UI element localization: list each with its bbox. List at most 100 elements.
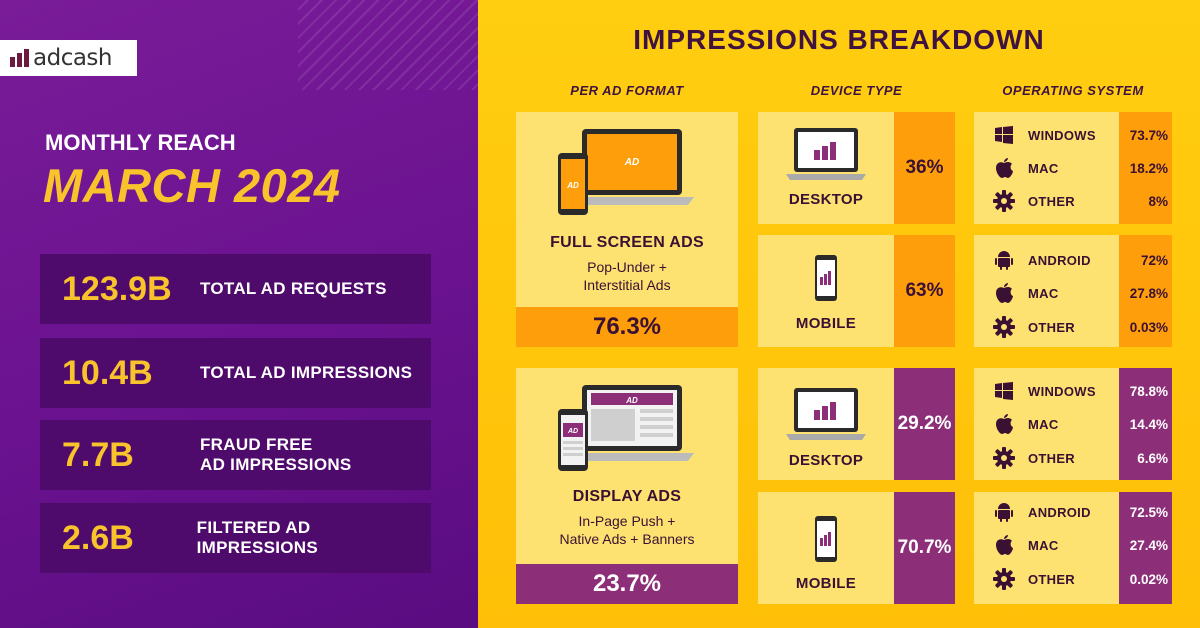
gear-icon bbox=[990, 190, 1018, 212]
reach-label: MONTHLY REACH bbox=[45, 130, 236, 155]
screen-ad-label: AD bbox=[625, 396, 638, 405]
stat-label: FILTERED AD IMPRESSIONS bbox=[196, 518, 319, 557]
apple-icon bbox=[990, 282, 1018, 304]
os-name: OTHER bbox=[1028, 319, 1075, 335]
os-accent-bar bbox=[1119, 368, 1172, 480]
os-name: OTHER bbox=[1028, 193, 1075, 209]
os-card-mobile-fullscreen: ANDROID 72% MAC 27.8% OTHER 0.03% bbox=[974, 235, 1172, 347]
col-head-device: DEVICE TYPE bbox=[810, 83, 903, 98]
phone-ad-label: AD bbox=[566, 181, 579, 190]
decorative-stripes bbox=[298, 0, 478, 90]
format-subtitle: Pop-Under + Interstitial Ads bbox=[583, 259, 671, 293]
os-percentage: 27.4% bbox=[1129, 537, 1168, 553]
os-row-mac: MAC 27.4% bbox=[974, 532, 1172, 558]
os-percentage: 18.2% bbox=[1129, 160, 1168, 176]
os-name: MAC bbox=[1028, 537, 1059, 553]
device-name: MOBILE bbox=[795, 575, 857, 592]
os-percentage: 27.8% bbox=[1129, 285, 1168, 301]
adcash-logo: adcash bbox=[0, 40, 137, 76]
breakdown-title: IMPRESSIONS BREAKDOWN bbox=[633, 24, 1045, 55]
os-row-mac: MAC 18.2% bbox=[974, 155, 1172, 181]
summary-panel: adcash MONTHLY REACH MARCH 2024 123.9B T… bbox=[0, 0, 478, 628]
os-card-desktop-fullscreen: WINDOWS 73.7% MAC 18.2% OTHER 8% bbox=[974, 112, 1172, 224]
os-percentage: 78.8% bbox=[1129, 383, 1168, 399]
apple-icon bbox=[990, 534, 1018, 556]
os-accent-bar bbox=[1119, 235, 1172, 347]
device-name: MOBILE bbox=[795, 315, 857, 332]
os-row-android: ANDROID 72.5% bbox=[974, 499, 1172, 525]
device-percentage: 36% bbox=[894, 112, 955, 224]
format-card-display: AD AD DISPLAY ADS In-Page Push + Native … bbox=[516, 368, 738, 604]
device-name: DESKTOP bbox=[788, 452, 864, 469]
stat-total-ad-impressions: 10.4B TOTAL AD IMPRESSIONS bbox=[40, 338, 431, 408]
os-row-other: OTHER 8% bbox=[974, 188, 1172, 214]
os-name: ANDROID bbox=[1028, 504, 1091, 520]
os-row-android: ANDROID 72% bbox=[974, 247, 1172, 273]
laptop-phone-display-icon: AD AD bbox=[558, 385, 694, 471]
laptop-phone-fullscreen-icon: AD AD bbox=[558, 129, 694, 215]
os-row-windows: WINDOWS 73.7% bbox=[974, 122, 1172, 148]
device-card-mobile: MOBILE 63% bbox=[758, 235, 955, 347]
format-name: DISPLAY ADS bbox=[572, 488, 682, 505]
stat-value: 2.6B bbox=[62, 518, 134, 557]
os-name: MAC bbox=[1028, 160, 1059, 176]
os-percentage: 73.7% bbox=[1129, 127, 1168, 143]
gear-icon bbox=[990, 316, 1018, 338]
apple-icon bbox=[990, 157, 1018, 179]
stat-label: TOTAL AD IMPRESSIONS bbox=[200, 363, 413, 382]
os-name: ANDROID bbox=[1028, 252, 1091, 268]
os-percentage: 6.6% bbox=[1137, 450, 1168, 466]
device-card-desktop: DESKTOP 36% bbox=[758, 112, 955, 224]
stat-value: 123.9B bbox=[62, 269, 172, 308]
windows-icon bbox=[990, 380, 1018, 402]
laptop-icon bbox=[786, 388, 866, 440]
stat-label: FRAUD FREE AD IMPRESSIONS bbox=[200, 435, 352, 474]
stat-filtered-impressions: 2.6B FILTERED AD IMPRESSIONS bbox=[40, 503, 431, 573]
stat-total-ad-requests: 123.9B TOTAL AD REQUESTS bbox=[40, 254, 431, 324]
format-percentage: 23.7% bbox=[516, 564, 738, 604]
screen-ad-label: AD bbox=[624, 157, 639, 168]
stat-fraud-free-impressions: 7.7B FRAUD FREE AD IMPRESSIONS bbox=[40, 420, 431, 490]
device-card-mobile: MOBILE 70.7% bbox=[758, 492, 955, 604]
os-percentage: 72% bbox=[1140, 252, 1168, 268]
format-card-full-screen: AD AD FULL SCREEN ADS Pop-Under + Inters… bbox=[516, 112, 738, 347]
os-row-other: OTHER 0.03% bbox=[974, 314, 1172, 340]
logo-bars-icon bbox=[10, 49, 29, 67]
device-card-desktop: DESKTOP 29.2% bbox=[758, 368, 955, 480]
os-percentage: 0.02% bbox=[1129, 571, 1168, 587]
os-card-mobile-display: ANDROID 72.5% MAC 27.4% OTHER 0.02% bbox=[974, 492, 1172, 604]
os-accent-bar bbox=[1119, 492, 1172, 604]
os-name: OTHER bbox=[1028, 450, 1075, 466]
phone-icon bbox=[815, 516, 837, 562]
stat-label: TOTAL AD REQUESTS bbox=[200, 279, 387, 298]
windows-icon bbox=[990, 124, 1018, 146]
os-name: MAC bbox=[1028, 285, 1059, 301]
breakdown-panel: IMPRESSIONS BREAKDOWN PER AD FORMAT DEVI… bbox=[478, 0, 1200, 628]
os-percentage: 0.03% bbox=[1129, 319, 1168, 335]
device-percentage: 63% bbox=[894, 235, 955, 347]
gear-icon bbox=[990, 447, 1018, 469]
os-name: MAC bbox=[1028, 416, 1059, 432]
stat-value: 10.4B bbox=[62, 353, 153, 392]
os-row-windows: WINDOWS 78.8% bbox=[974, 378, 1172, 404]
col-head-format: PER AD FORMAT bbox=[570, 83, 684, 98]
os-row-mac: MAC 14.4% bbox=[974, 411, 1172, 437]
android-icon bbox=[990, 249, 1018, 271]
format-subtitle: In-Page Push + Native Ads + Banners bbox=[559, 513, 695, 547]
android-icon bbox=[990, 501, 1018, 523]
device-name: DESKTOP bbox=[788, 191, 864, 208]
os-row-other: OTHER 6.6% bbox=[974, 445, 1172, 471]
month-title: MARCH 2024 bbox=[43, 159, 341, 212]
apple-icon bbox=[990, 413, 1018, 435]
phone-icon bbox=[815, 255, 837, 301]
os-name: WINDOWS bbox=[1028, 383, 1096, 399]
logo-text: adcash bbox=[33, 45, 113, 71]
os-name: OTHER bbox=[1028, 571, 1075, 587]
os-percentage: 72.5% bbox=[1129, 504, 1168, 520]
os-name: WINDOWS bbox=[1028, 127, 1096, 143]
phone-ad-label: AD bbox=[567, 428, 578, 435]
os-accent-bar bbox=[1119, 112, 1172, 224]
gear-icon bbox=[990, 568, 1018, 590]
os-row-other: OTHER 0.02% bbox=[974, 566, 1172, 592]
device-percentage: 29.2% bbox=[894, 368, 955, 480]
